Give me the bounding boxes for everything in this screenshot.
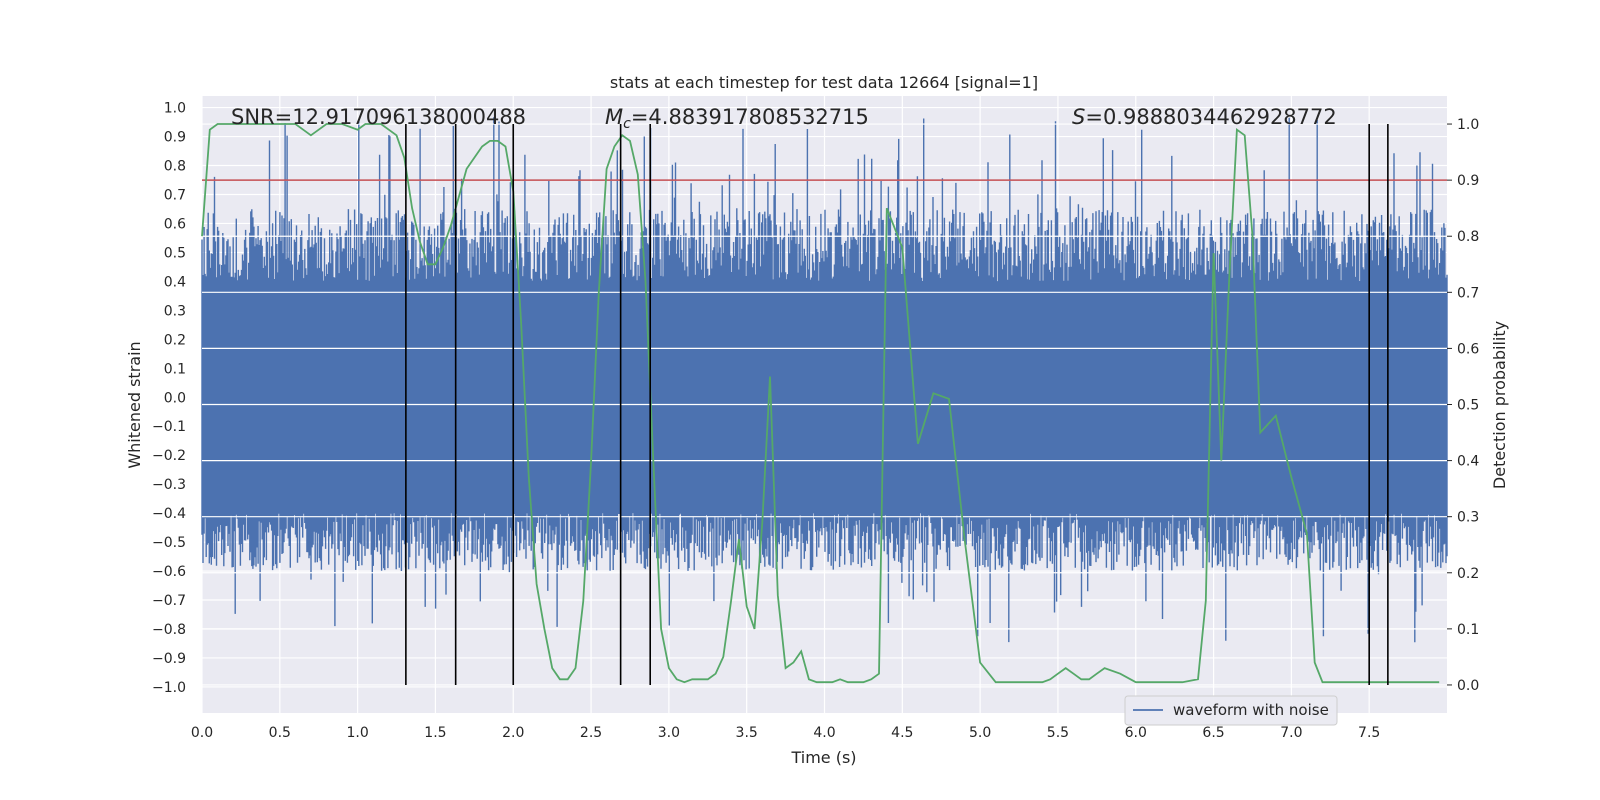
y-left-tick-label: 0.3 — [164, 303, 186, 319]
y-right-tick-label: 0.9 — [1457, 173, 1479, 189]
x-tick-label: 5.5 — [1047, 725, 1069, 741]
y-right-tick-label: 0.6 — [1457, 341, 1479, 357]
x-tick-label: 6.0 — [1125, 725, 1147, 741]
chart-title: stats at each timestep for test data 126… — [610, 73, 1038, 92]
chirp-mass-annotation: Mc=4.883917808532715 — [605, 105, 869, 132]
y-right-tick-label: 0.2 — [1457, 566, 1479, 582]
y-right-tick-label: 1.0 — [1457, 117, 1479, 133]
y-left-tick-label: 0.9 — [164, 130, 186, 146]
y-left-tick-label: 0.4 — [164, 274, 186, 290]
y-left-tick-label: 0.8 — [164, 159, 186, 175]
y-left-tick-label: 0.5 — [164, 245, 186, 261]
x-tick-label: 7.5 — [1358, 725, 1380, 741]
x-tick-labels: 0.0 0.5 1.0 1.5 2.0 2.5 3.0 3.5 4.0 4.5 5.0 5.5 6.0 6… — [191, 725, 1380, 741]
y-left-tick-label: −0.2 — [152, 448, 186, 464]
x-tick-label: 1.5 — [424, 725, 446, 741]
x-tick-label: 4.0 — [813, 725, 835, 741]
snr-annotation: SNR=12.917096138000488 — [231, 105, 526, 129]
vertical-markers — [405, 124, 1389, 685]
x-tick-label: 0.0 — [191, 725, 213, 741]
y-axis-right-label: Detection probability — [1490, 321, 1509, 489]
probability-series — [201, 123, 1440, 684]
y-left-tick-label: −0.9 — [152, 651, 186, 667]
y-right-tick-label: 0.4 — [1457, 454, 1479, 470]
y-left-tick-label: 0.1 — [164, 361, 186, 377]
y-left-tick-label: −0.4 — [152, 506, 186, 522]
x-tick-label: 4.5 — [891, 725, 913, 741]
probability-line — [201, 123, 1440, 684]
y-right-tick-label: 0.0 — [1457, 678, 1479, 694]
x-tick-label: 5.0 — [969, 725, 991, 741]
y-left-tick-label: 0.6 — [164, 216, 186, 232]
y-left-tick-label: 0.0 — [164, 390, 186, 406]
y-left-tick-label: −0.8 — [152, 622, 186, 638]
x-tick-label: 2.0 — [502, 725, 524, 741]
legend-label: waveform with noise — [1173, 701, 1329, 719]
y-left-tick-labels: 1.0 0.9 0.8 0.7 0.6 0.5 0.4 0.3 0.2 0.1 0.0 −0.1 −0.… — [152, 101, 186, 696]
y-right-tick-label: 0.7 — [1457, 285, 1479, 301]
x-tick-label: 6.5 — [1202, 725, 1224, 741]
x-tick-label: 2.5 — [580, 725, 602, 741]
x-tick-label: 1.0 — [346, 725, 368, 741]
x-tick-label: 3.0 — [658, 725, 680, 741]
waveform-core-band — [202, 292, 1447, 514]
legend-box — [1124, 695, 1338, 726]
y-left-tick-label: −0.7 — [152, 593, 186, 609]
y-right-tick-labels: 1.0 0.9 0.8 0.7 0.6 0.5 0.4 0.3 0.2 0.1 0.0 — [1447, 117, 1479, 694]
score-annotation: S=0.9888034462928772 — [1072, 105, 1337, 129]
y-right-tick-label: 0.5 — [1457, 398, 1479, 414]
y-left-tick-label: −0.3 — [152, 477, 186, 493]
y-left-tick-label: −0.6 — [152, 564, 186, 580]
y-axis-left-label: Whitened strain — [125, 341, 144, 468]
y-right-tick-label: 0.3 — [1457, 510, 1479, 526]
legend: waveform with noise — [1124, 695, 1338, 726]
x-tick-label: 3.5 — [736, 725, 758, 741]
y-left-tick-label: −0.5 — [152, 535, 186, 551]
waveform-series — [201, 117, 1448, 686]
y-left-tick-label: 0.2 — [164, 332, 186, 348]
x-axis-label: Time (s) — [790, 748, 856, 767]
x-tick-label: 0.5 — [269, 725, 291, 741]
y-left-tick-label: 0.7 — [164, 187, 186, 203]
y-left-tick-label: 1.0 — [164, 101, 186, 117]
y-left-tick-label: −1.0 — [152, 680, 186, 696]
x-tick-label: 7.0 — [1280, 725, 1302, 741]
y-right-tick-label: 0.1 — [1457, 622, 1479, 638]
y-left-tick-label: −0.1 — [152, 419, 186, 435]
y-right-tick-label: 0.8 — [1457, 229, 1479, 245]
